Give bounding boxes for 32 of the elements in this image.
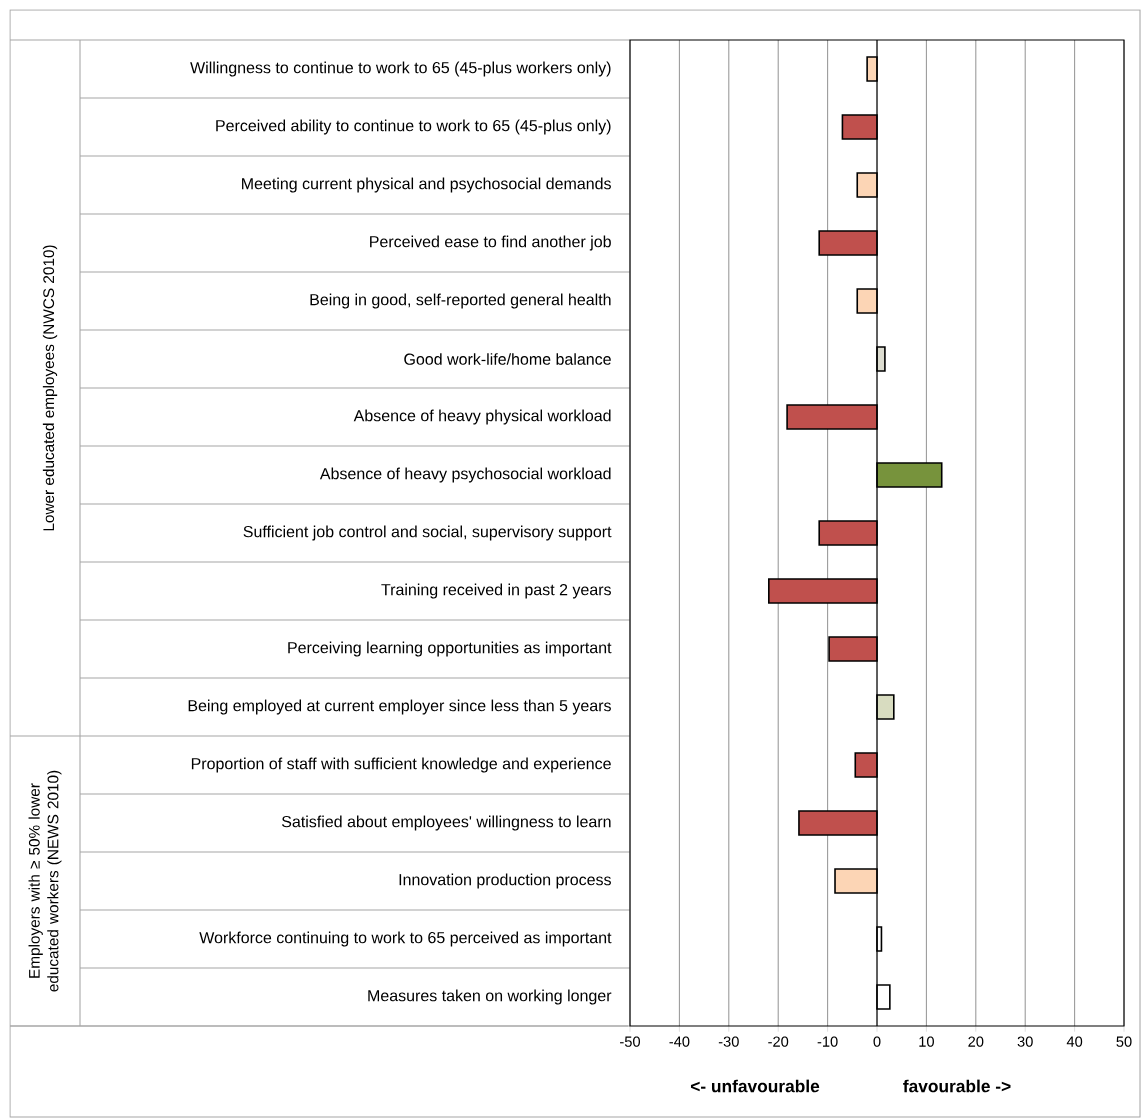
y-tick-label: Meeting current physical and psychosocial demands — [242, 177, 611, 193]
x-tick-label: -40 — [669, 1036, 690, 1047]
x-tick-label: 10 — [919, 1036, 934, 1047]
y-tick-label: Measures taken on working longer — [368, 989, 612, 1005]
text: <- unfavourable — [690, 1079, 820, 1093]
y-tick-label: Good work-life/home balance — [404, 353, 611, 365]
y-tick-label: Being in good, self-reported general health — [310, 293, 611, 309]
y-tick-label: Innovation production process — [399, 873, 611, 889]
x-tick-label: 40 — [1066, 1036, 1083, 1047]
y-tick-label: Sufficient job control and social, supervisory support — [243, 525, 612, 541]
y-tick-label: Absence of heavy physical workload — [353, 409, 611, 425]
text: Employers with ≥ 50% lower educated workers (NEWS 2010) — [28, 770, 62, 992]
y-tick-label: Proportion of staff with sufficient knowledge and experience — [191, 757, 611, 773]
y-tick-label: Willingness to continue to work to 65 (45-plus workers only) — [190, 61, 611, 77]
x-tick-label: -30 — [718, 1036, 739, 1047]
x-tick-label: -10 — [817, 1036, 838, 1047]
x-tick-label: 20 — [968, 1036, 984, 1047]
x-tick-label: 0 — [873, 1036, 881, 1047]
y-tick-label: Perceived ease to find another job — [370, 235, 611, 251]
x-tick-label: -20 — [768, 1036, 789, 1047]
x-tick-label: 50 — [1116, 1036, 1132, 1047]
y-tick-label: Being employed at current employer since less than 5 years — [188, 699, 611, 715]
x-tick-label: -50 — [620, 1036, 641, 1047]
y-tick-label: Perceived ability to continue to work to 65 (45-plus only) — [216, 119, 611, 135]
y-tick-label: Satisfied about employees' willingness to learn — [281, 815, 611, 831]
text: favourable -> — [903, 1079, 1011, 1093]
y-tick-label: Absence of heavy psychosocial workload — [319, 467, 611, 483]
text: Lower educated employees (NWCS 2010) — [42, 245, 58, 531]
y-tick-label: Training received in past 2 years — [381, 583, 611, 599]
x-tick-label: 30 — [1017, 1036, 1033, 1047]
y-tick-label: Perceiving learning opportunities as important — [288, 641, 612, 657]
y-tick-label: Workforce continuing to work to 65 perceived as important — [199, 931, 612, 947]
